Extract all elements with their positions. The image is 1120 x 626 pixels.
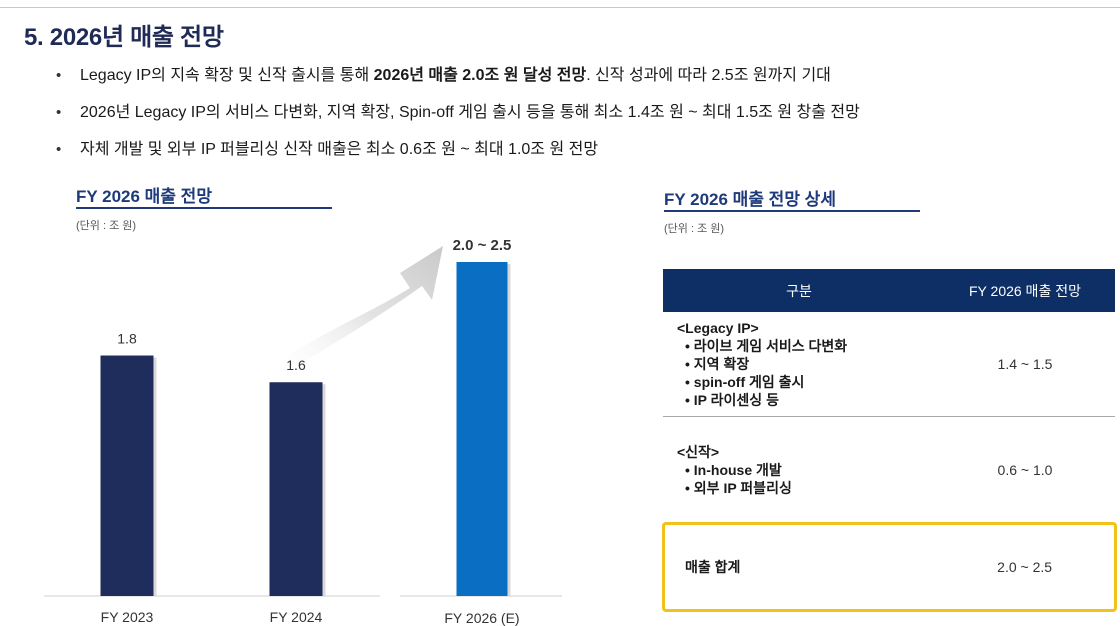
bar-fy-2026-e: [456, 262, 508, 596]
row-category: <신작> • In-house 개발 • 외부 IP 퍼블리싱: [677, 444, 792, 496]
table-section-rule: [664, 210, 920, 212]
total-row-highlight: 매출 합계 2.0 ~ 2.5: [662, 522, 1117, 612]
summary-bullets: Legacy IP의 지속 확장 및 신작 출시를 통해 2026년 매출 2.…: [56, 66, 1106, 177]
table-header: 구분 FY 2026 매출 전망: [663, 269, 1115, 312]
header-category: 구분: [786, 282, 812, 299]
bar-fy-2023: [100, 355, 154, 596]
bullet-item: 자체 개발 및 외부 IP 퍼블리싱 신작 매출은 최소 0.6조 원 ~ 최대…: [56, 140, 1106, 160]
chart-section-title: FY 2026 매출 전망: [76, 187, 212, 206]
page-title: 5. 2026년 매출 전망: [24, 24, 224, 51]
table-section-title: FY 2026 매출 전망 상세: [664, 190, 836, 209]
bar-value-label: 1.8: [117, 331, 137, 347]
bar-value-label: 1.6: [286, 357, 306, 373]
row-value: 0.6 ~ 1.0: [997, 462, 1053, 478]
table-unit-label: (단위 : 조 원): [664, 223, 725, 235]
table-row: <Legacy IP> • 라이브 게임 서비스 다변화 • 지역 확장 • s…: [663, 312, 1115, 417]
revenue-bar-chart: 1.8 FY 2023 1.6 FY 2024 2.0 ~ 2.5 FY 2026 (E): [44, 237, 562, 626]
total-value: 2.0 ~ 2.5: [997, 559, 1053, 575]
chart-section-rule: [76, 207, 332, 209]
total-label: 매출 합계: [685, 559, 741, 575]
bar-value-label: 2.0 ~ 2.5: [453, 237, 512, 254]
row-value: 1.4 ~ 1.5: [997, 356, 1053, 372]
growth-arrow-icon: [282, 246, 443, 373]
revenue-detail-table: 구분 FY 2026 매출 전망 <Legacy IP> • 라이브 게임 서비…: [663, 269, 1115, 523]
header-value: FY 2026 매출 전망: [969, 282, 1081, 299]
top-divider: [0, 7, 1120, 8]
category-label: FY 2023: [101, 609, 154, 625]
chart-unit-label: (단위 : 조 원): [76, 220, 137, 232]
row-category: <Legacy IP> • 라이브 게임 서비스 다변화 • 지역 확장 • s…: [677, 320, 848, 408]
bar-fy-2024: [269, 382, 323, 596]
category-label: FY 2026 (E): [444, 610, 519, 626]
bullet-item: 2026년 Legacy IP의 서비스 다변화, 지역 확장, Spin-of…: [56, 103, 1106, 123]
bullet-item: Legacy IP의 지속 확장 및 신작 출시를 통해 2026년 매출 2.…: [56, 66, 1106, 86]
table-row: <신작> • In-house 개발 • 외부 IP 퍼블리싱 0.6 ~ 1.…: [663, 417, 1115, 523]
category-label: FY 2024: [270, 609, 323, 625]
